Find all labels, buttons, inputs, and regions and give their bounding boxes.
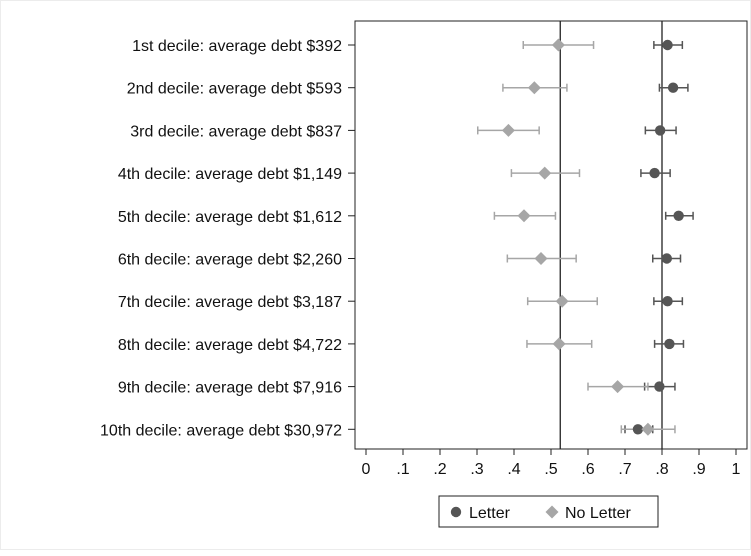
no-letter-point	[641, 422, 655, 436]
letter-point	[632, 424, 644, 435]
letter-point	[654, 125, 666, 136]
category-label: 10th decile: average debt $30,972	[100, 422, 342, 439]
no-letter-point	[527, 81, 541, 95]
category-label: 1st decile: average debt $392	[132, 38, 342, 55]
legend: Letter No Letter	[438, 495, 659, 528]
x-tick-label: .9	[692, 461, 705, 478]
category-label: 6th decile: average debt $2,260	[118, 252, 342, 269]
letter-point	[667, 82, 679, 93]
legend-label-no-letter: No Letter	[565, 505, 631, 522]
category-label: 5th decile: average debt $1,612	[118, 209, 342, 226]
category-label: 7th decile: average debt $3,187	[118, 294, 342, 311]
category-label: 8th decile: average debt $4,722	[118, 337, 342, 354]
letter-point	[662, 39, 673, 51]
y-tick-marks	[348, 44, 355, 430]
error-bars	[476, 41, 694, 434]
category-label: 9th decile: average debt $7,916	[118, 380, 342, 397]
x-axis: 0 .1 .2 .3 .4 .5 .6 .7 .8 .9 1	[362, 449, 741, 478]
x-tick-label: .6	[581, 461, 594, 478]
x-tick-label: .3	[470, 461, 483, 478]
no-letter-point	[538, 166, 552, 180]
x-tick-label: 1	[732, 461, 741, 478]
legend-marker-letter	[450, 506, 462, 518]
data-points	[501, 38, 684, 436]
letter-point	[649, 167, 660, 179]
x-tick-label: .5	[544, 461, 557, 478]
no-letter-point	[611, 380, 625, 394]
no-letter-point	[534, 252, 548, 265]
category-label: 3rd decile: average debt $837	[130, 123, 342, 140]
x-tick-label: .2	[433, 461, 446, 478]
letter-point	[664, 338, 675, 350]
no-letter-point	[552, 337, 566, 351]
category-label: 4th decile: average debt $1,149	[118, 166, 342, 183]
reference-lines	[559, 21, 663, 449]
no-letter-point	[555, 294, 569, 308]
x-tick-label: 0	[362, 461, 371, 478]
legend-marker-no-letter	[545, 505, 559, 519]
x-tick-label: .7	[618, 461, 631, 478]
x-tick-label: .8	[655, 461, 668, 478]
category-labels: 1st decile: average debt $392 2nd decile:…	[100, 38, 342, 439]
x-tick-label: .4	[507, 461, 520, 478]
letter-point	[673, 210, 684, 221]
no-letter-point	[501, 123, 515, 137]
letter-point	[654, 381, 665, 392]
category-label: 2nd decile: average debt $593	[127, 81, 342, 98]
no-letter-point	[551, 38, 565, 52]
letter-point	[661, 253, 673, 264]
letter-point	[662, 296, 673, 307]
legend-label-letter: Letter	[469, 505, 511, 522]
no-letter-point	[517, 209, 531, 223]
x-tick-label: .1	[396, 461, 409, 478]
